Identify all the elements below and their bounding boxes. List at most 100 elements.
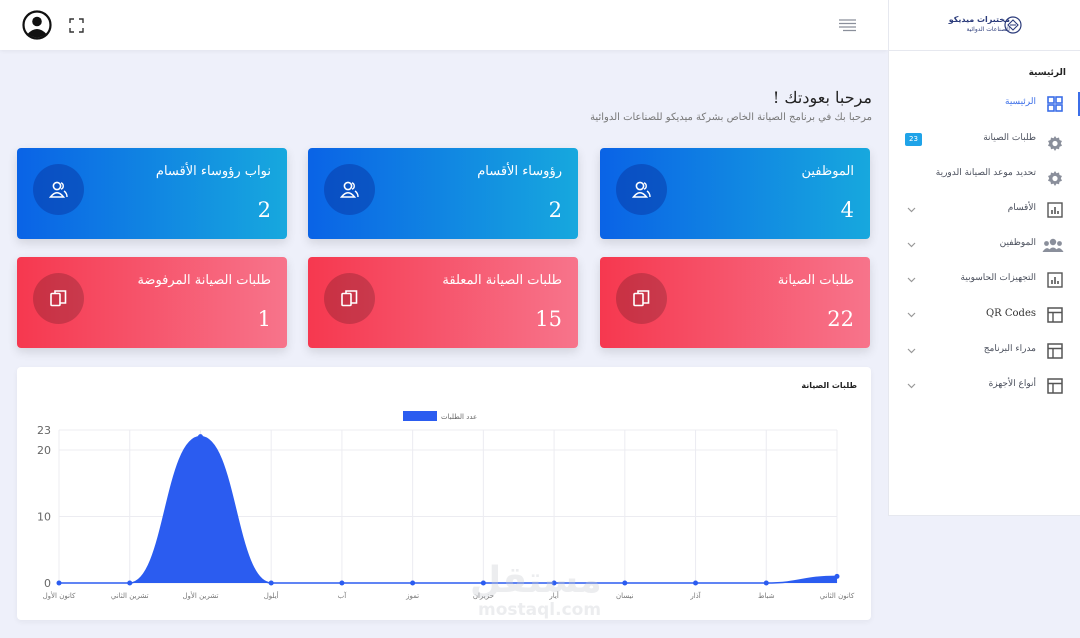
chevron-down-icon [907,277,916,283]
welcome-subtitle: مرحبا بك في برنامج الصيانة الخاص بشركة م… [590,112,872,123]
stat-card-maintenance-requests[interactable]: طلبات الصيانة 22 [600,257,870,348]
data-point [551,580,557,586]
users-icon [632,181,651,198]
chart-panel: طلبات الصيانة 0 10 20 23 كانون الثاني شباط آذا… [17,367,871,620]
chevron-down-icon [907,383,916,389]
card-icon-circle [324,164,375,215]
gear-icon [1048,171,1062,186]
stat-card-deputy-heads[interactable]: نواب رؤوساء الأقسام 2 [17,148,287,239]
chevron-down-icon [907,348,916,354]
data-point [834,573,840,579]
card-value: 15 [535,307,562,331]
sidebar-item-computer-equipment[interactable]: التجهيزات الحاسوبية [889,267,1080,293]
user-circle-icon[interactable] [22,10,52,40]
count-badge: 23 [905,133,922,146]
users-icon [1042,238,1064,252]
card-value: 22 [827,307,854,331]
x-tick-label: آذار [689,591,701,600]
table-icon [1047,378,1063,394]
x-tick-label: تموز [405,592,419,600]
data-point [763,580,769,586]
x-tick-label: أيار [548,591,558,600]
card-value: 1 [257,307,271,331]
copy-icon [633,290,650,307]
copy-icon [341,290,358,307]
data-point [56,580,62,586]
card-label: طلبات الصيانة [777,273,854,288]
chart-title: طلبات الصيانة [801,381,857,390]
card-label: طلبات الصيانة المرفوضة [137,273,271,288]
welcome-title: مرحبا بعودتك ! [772,88,872,107]
logo[interactable]: مختبرات ميديكو للصناعات الدوائية [889,0,1080,51]
x-tick-label: أيلول [264,591,279,600]
chevron-down-icon [907,242,916,248]
sidebar-section-title: الرئيسية [1028,68,1066,78]
card-label: رؤوساء الأقسام [477,164,562,179]
x-tick-label: شباط [758,592,775,600]
x-tick-label: آب [338,591,348,600]
x-tick-label: نيسان [616,592,634,600]
data-point [693,580,699,586]
hamburger-menu-icon[interactable] [839,19,856,32]
series-area [59,436,837,583]
users-icon [340,181,359,198]
sidebar-item-label: الموظفين [999,238,1036,248]
sidebar-item-label: أنواع الأجهزة [988,379,1036,389]
x-tick-label: تشرين الثاني [111,592,149,600]
logo-emblem-icon [1004,16,1022,34]
legend-label: عدد الطلبات [441,413,477,421]
sidebar-item-label: الأقسام [1007,203,1036,213]
gear-icon [1048,136,1062,151]
y-tick-label: 20 [37,444,51,457]
sidebar-item-label: طلبات الصيانة [983,133,1036,143]
card-label: طلبات الصيانة المعلقة [442,273,562,288]
copy-icon [50,290,67,307]
maintenance-requests-chart[interactable]: 0 10 20 23 كانون الثاني شباط آذار نيسان أيار حزير… [17,367,871,620]
chevron-down-icon [907,312,916,318]
sidebar-item-label: تحديد موعد الصيانة الدورية [935,168,1036,178]
stat-card-rejected-requests[interactable]: طلبات الصيانة المرفوضة 1 [17,257,287,348]
data-point [410,580,416,586]
y-tick-label: 10 [37,510,51,523]
y-tick-label: 23 [37,424,51,437]
data-point [480,580,486,586]
expand-icon[interactable] [69,18,84,33]
sidebar-item-label: الرئيسية [1005,97,1036,107]
stat-card-department-heads[interactable]: رؤوساء الأقسام 2 [308,148,578,239]
sidebar-item-program-managers[interactable]: مدراء البرنامج [889,338,1080,364]
card-icon-circle [324,273,375,324]
users-icon [49,181,68,198]
top-bar [0,0,888,50]
sidebar-item-departments[interactable]: الأقسام [889,197,1080,223]
card-value: 4 [840,198,854,222]
sidebar-item-maintenance-requests[interactable]: طلبات الصيانة 23 [889,129,1080,155]
sidebar-item-label: QR Codes [985,308,1036,319]
legend-swatch [403,411,437,421]
stat-card-employees[interactable]: الموظفين 4 [600,148,870,239]
y-tick-label: 0 [44,577,51,590]
stat-card-pending-requests[interactable]: طلبات الصيانة المعلقة 15 [308,257,578,348]
sidebar-item-qr-codes[interactable]: QR Codes [889,302,1080,328]
sidebar-item-device-types[interactable]: أنواع الأجهزة [889,373,1080,399]
data-point [268,580,274,586]
dashboard-grid-icon [1047,96,1063,112]
logo-subtitle: للصناعات الدوائية [966,26,1010,33]
data-point [339,580,345,586]
sidebar-item-home[interactable]: الرئيسية [889,91,1080,117]
data-point [622,580,628,586]
sidebar-item-schedule-maintenance[interactable]: تحديد موعد الصيانة الدورية [889,164,1080,190]
x-tick-label: كانون الثاني [820,592,855,600]
bar-chart-icon [1047,202,1063,218]
data-point [127,580,133,586]
card-label: الموظفين [801,164,854,179]
data-point [197,434,203,440]
card-value: 2 [257,198,271,222]
sidebar: مختبرات ميديكو للصناعات الدوائية الرئيسي… [888,0,1080,516]
sidebar-item-label: التجهيزات الحاسوبية [960,273,1036,283]
sidebar-item-label: مدراء البرنامج [983,344,1036,354]
sidebar-item-employees[interactable]: الموظفين [889,232,1080,258]
x-tick-label: كانون الأول [43,591,76,600]
x-tick-label: تشرين الأول [182,591,218,600]
chevron-down-icon [907,207,916,213]
card-icon-circle [616,273,667,324]
